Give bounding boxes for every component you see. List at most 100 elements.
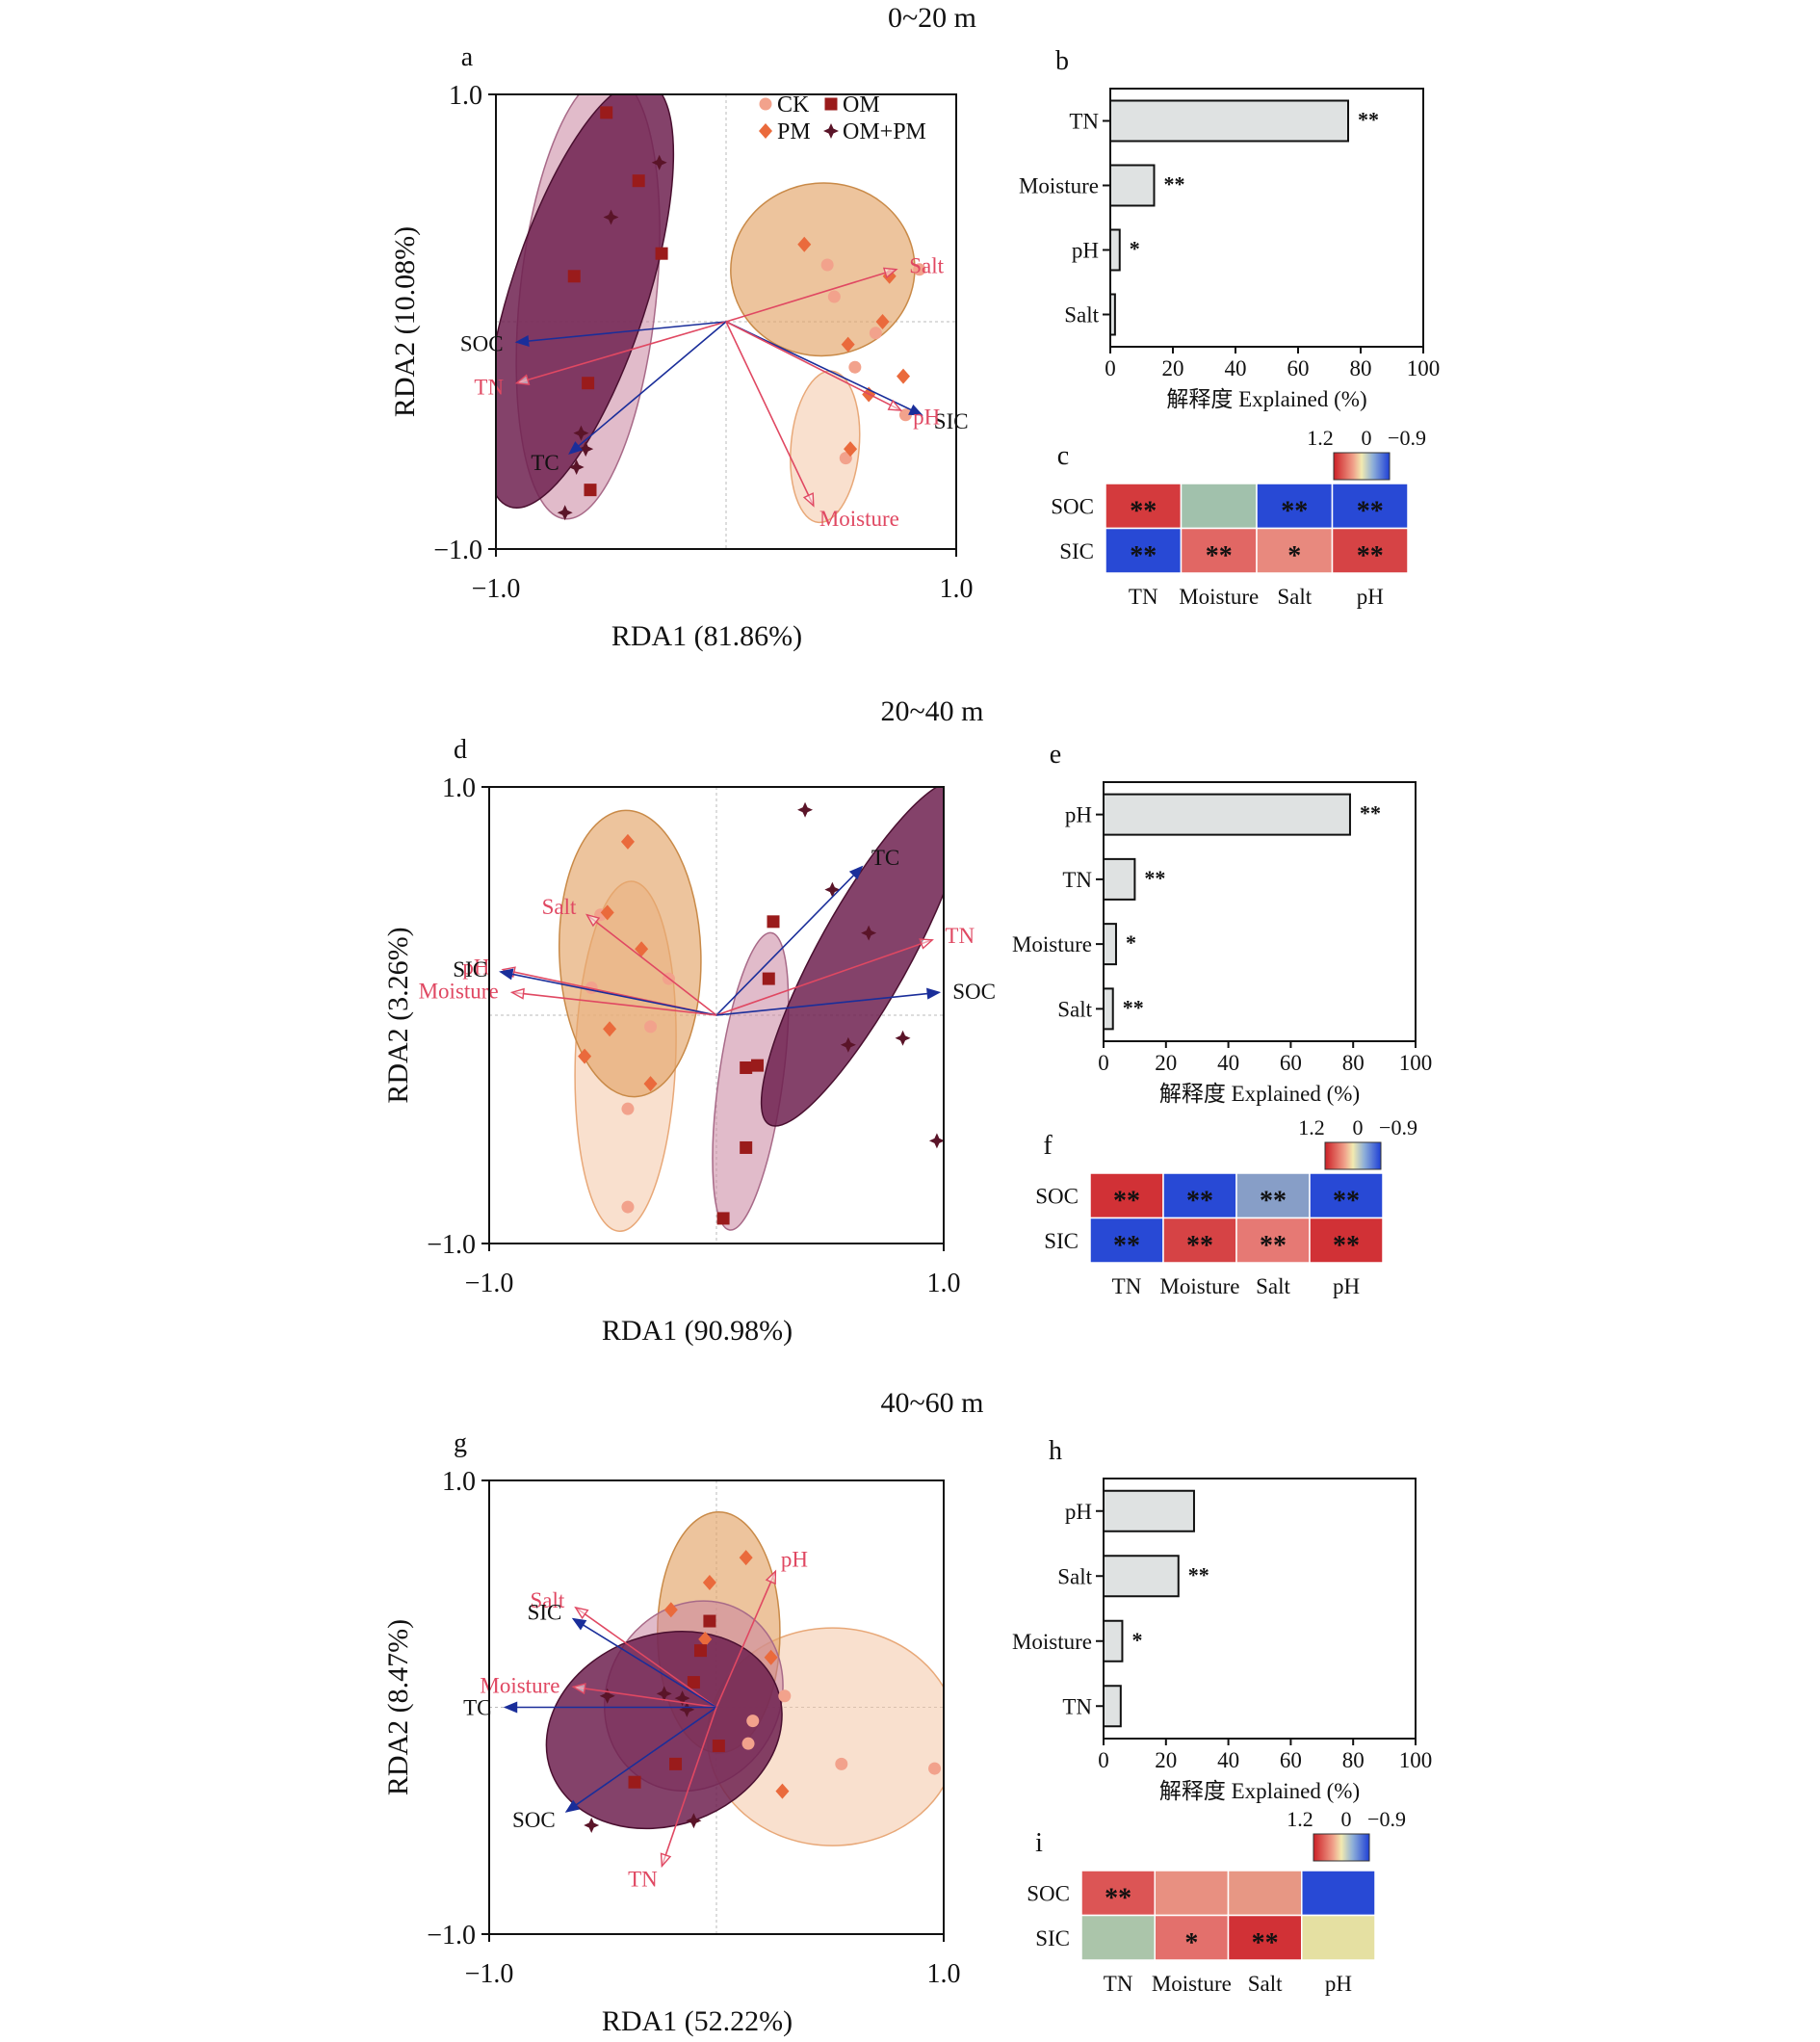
point-pm-8 — [663, 1602, 678, 1618]
point-pm-11 — [844, 441, 858, 458]
bar-x-tick-label: 100 — [1399, 1748, 1433, 1772]
arrowhead-salt — [882, 267, 898, 279]
point-om-16 — [628, 1775, 641, 1789]
bar-x-tick-label: 80 — [1342, 1748, 1365, 1772]
bar-x-tick-label: 20 — [1155, 1051, 1177, 1075]
bar-category-label: pH — [1065, 803, 1092, 827]
bar-category-label: Salt — [1057, 1564, 1092, 1588]
heatmap-cell — [1089, 1217, 1164, 1264]
point-ck-3 — [644, 1020, 658, 1034]
bar-panel-h: h pH Salt ** Moisture * TN 0 20 40 60 80 100 解释度 Expl… — [1012, 1436, 1432, 1803]
x-axis-label: RDA1 (90.98%) — [602, 1315, 793, 1347]
arrow-label-soc: SOC — [512, 1808, 556, 1832]
y-tick-label: −1.0 — [427, 1921, 476, 1950]
bar-x-tick-label: 40 — [1217, 1748, 1239, 1772]
bar-x-tick-label: 20 — [1155, 1748, 1177, 1772]
arrow-label-salt: Salt — [530, 1588, 564, 1612]
legend-label: OM+PM — [843, 119, 926, 144]
significance-label: * — [1131, 1628, 1142, 1652]
bar-x-tick-label: 0 — [1105, 356, 1116, 380]
point-om-pm-17 — [599, 1688, 615, 1704]
heatmap-cell — [1180, 483, 1258, 530]
arrow-label-ph: pH — [913, 405, 940, 429]
heatmap-row-label: SOC — [1051, 494, 1094, 518]
arrowhead-salt — [574, 1606, 589, 1620]
bar-ph — [1103, 1489, 1195, 1532]
point-ck-legend-0 — [759, 97, 772, 111]
arrowhead-tc — [568, 441, 584, 456]
point-pm-legend-2 — [759, 123, 772, 139]
bar-category-label: Salt — [1064, 303, 1099, 327]
point-om-pm-24 — [557, 505, 573, 521]
heatmap-col-label: TN — [1112, 1274, 1142, 1298]
bar-moisture — [1103, 923, 1117, 966]
bar-frame — [1103, 781, 1417, 1042]
point-ck-0 — [820, 258, 834, 272]
heatmap-cell — [1105, 483, 1183, 530]
bar-ph — [1109, 228, 1121, 272]
bar-x-tick-label: 20 — [1162, 356, 1184, 380]
heatmap-cell — [1235, 1217, 1311, 1264]
legend: CK OM PM OM+PM — [759, 92, 926, 144]
point-ck-3 — [827, 290, 841, 303]
colorbar: 1.2 0 −0.9 — [1298, 1115, 1417, 1170]
arrow-tc — [715, 866, 863, 1016]
point-om-pm-21 — [603, 209, 619, 225]
heatmap-significance: ** — [1357, 541, 1384, 571]
point-ck-1 — [848, 360, 862, 374]
heatmap-significance: ** — [1113, 1231, 1140, 1261]
heatmap-row-label: SOC — [1035, 1184, 1079, 1208]
heatmap-col-label: pH — [1357, 585, 1384, 609]
heatmap-significance: * — [1287, 541, 1301, 571]
arrowhead-tc — [503, 1701, 518, 1714]
section-1: 0~20 m aSOCTNTCSaltSICpHMoisture1.0−1.0−1… — [389, 2, 1440, 652]
colorbar-mid-label: 0 — [1341, 1807, 1352, 1831]
x-tick-label: −1.0 — [472, 574, 521, 604]
point-pm-9 — [578, 1048, 592, 1064]
heatmap-cell — [1227, 1870, 1303, 1917]
significance-label: ** — [1164, 172, 1185, 196]
point-om-pm-22 — [895, 1030, 911, 1046]
point-om-16 — [655, 247, 668, 260]
panel-letter: f — [1043, 1131, 1053, 1161]
point-ck-4 — [928, 1762, 942, 1775]
arrow-ph — [715, 1570, 777, 1708]
arrowhead-salt — [585, 913, 601, 928]
bar-x-axis-label: 解释度 Explained (%) — [1159, 1779, 1360, 1803]
heatmap-cell — [1162, 1172, 1237, 1219]
colorbar: 1.2 0 −0.9 — [1287, 1807, 1406, 1862]
arrow-label-sic: SIC — [453, 957, 487, 982]
section-title: 0~20 m — [888, 2, 976, 34]
arrow-label-tn: TN — [945, 924, 975, 948]
arrow-label-salt: Salt — [909, 254, 944, 278]
bar-category-label: pH — [1065, 1500, 1092, 1524]
point-om-pm-22 — [573, 425, 589, 441]
heatmap-significance: ** — [1186, 1186, 1213, 1216]
heatmap-cell — [1256, 483, 1334, 530]
heatmap-significance: ** — [1333, 1186, 1360, 1216]
arrowhead-sic — [499, 968, 514, 981]
ellipse-ck — [790, 370, 861, 524]
bar-x-tick-label: 60 — [1280, 1748, 1302, 1772]
rda-frame — [495, 93, 957, 550]
heatmap-cell — [1301, 1870, 1376, 1917]
point-om-12 — [693, 1644, 707, 1658]
colorbar-swatch — [1333, 452, 1391, 481]
arrow-salt — [585, 914, 717, 1016]
bar-panel-e: e pH ** TN ** Moisture * Salt ** 0 20 40 60 80 100 解释度 … — [1012, 740, 1432, 1106]
heatmap-col-label: TN — [1129, 585, 1158, 609]
point-om-15 — [669, 1757, 683, 1770]
point-om-17 — [567, 270, 581, 283]
heatmap-significance: ** — [1260, 1186, 1287, 1216]
point-om-pm-18 — [656, 1686, 672, 1702]
heatmap-col-label: pH — [1325, 1972, 1352, 1996]
panel-letter: d — [454, 735, 467, 765]
point-om-pm-21 — [686, 1813, 702, 1829]
arrow-label-moisture: Moisture — [419, 980, 499, 1004]
section-2: 20~40 mdTCTNSOCSaltpHSICMoisture1.0−1.0−… — [382, 695, 1432, 1347]
heatmap-col-label: pH — [1333, 1274, 1360, 1298]
bar-x-tick-label: 80 — [1342, 1051, 1365, 1075]
